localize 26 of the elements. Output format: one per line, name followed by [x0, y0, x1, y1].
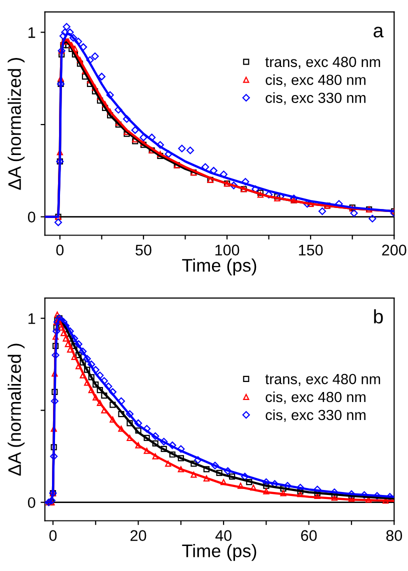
- legend-label: cis, exc 480 nm: [266, 74, 366, 87]
- x-tick-label: 20: [130, 530, 146, 541]
- legend-label: trans, exc 480 nm: [265, 374, 380, 386]
- y-tick-label: 0: [28, 497, 36, 508]
- y-tick-label: 1: [28, 313, 36, 324]
- x-tick-label: 40: [215, 530, 232, 541]
- annotation: a: [374, 26, 384, 38]
- y-tick-label: 0: [28, 212, 36, 222]
- x-tick-label: 200: [382, 244, 406, 256]
- x-axis-title: Time (ps): [182, 544, 256, 561]
- x-tick-label: 50: [136, 244, 152, 256]
- x-tick-label: 150: [298, 244, 323, 256]
- annotation: b: [374, 309, 383, 324]
- x-tick-label: 80: [386, 530, 402, 541]
- legend-label: trans, exc 480 nm: [265, 56, 380, 69]
- legend-label: cis, exc 330 nm: [266, 92, 366, 105]
- x-tick-label: 100: [215, 244, 240, 256]
- y-axis-title: ΔA (normalized ): [8, 58, 25, 190]
- x-tick-label: 60: [301, 530, 317, 541]
- x-tick-label: 0: [56, 244, 64, 256]
- y-tick-label: 1: [28, 27, 36, 38]
- x-tick-label: 0: [49, 530, 57, 541]
- x-axis-title: Time (ps): [182, 258, 256, 276]
- y-axis-title: ΔA (normalized ): [8, 344, 25, 476]
- legend-label: cis, exc 330 nm: [266, 409, 366, 422]
- legend-label: cis, exc 480 nm: [266, 391, 366, 404]
